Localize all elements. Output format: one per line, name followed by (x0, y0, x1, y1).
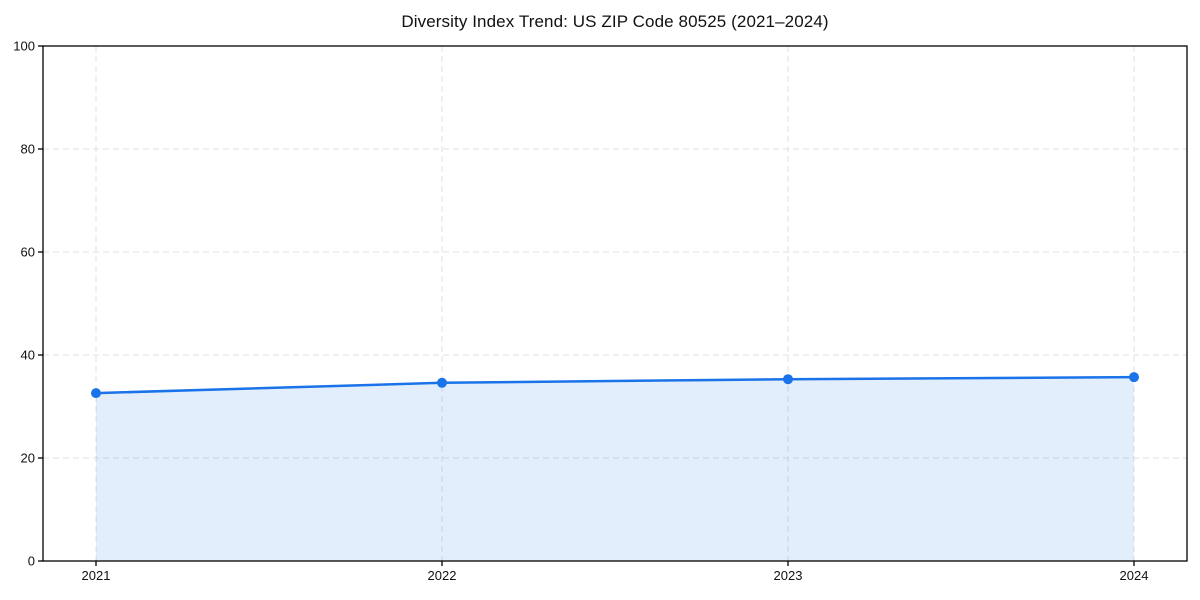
y-tick-label: 100 (13, 39, 35, 54)
x-tick-label: 2024 (1120, 568, 1149, 583)
x-tick-label: 2021 (82, 568, 111, 583)
area-fill (96, 377, 1134, 561)
y-tick-label: 80 (21, 142, 35, 157)
data-point-2023 (783, 374, 793, 385)
chart-title: Diversity Index Trend: US ZIP Code 80525… (401, 12, 829, 31)
y-tick-label: 60 (21, 245, 35, 260)
trend-line (94, 375, 1136, 395)
y-tick-label: 20 (21, 451, 35, 466)
data-point-2021 (91, 388, 101, 399)
y-tick-label: 0 (28, 554, 35, 569)
data-point-2024 (1129, 372, 1139, 383)
data-point-2022 (437, 377, 447, 388)
plot-border (42, 45, 1188, 562)
y-tick-label: 40 (21, 348, 35, 363)
x-tick-label: 2022 (428, 568, 457, 583)
x-tick-label: 2023 (774, 568, 803, 583)
